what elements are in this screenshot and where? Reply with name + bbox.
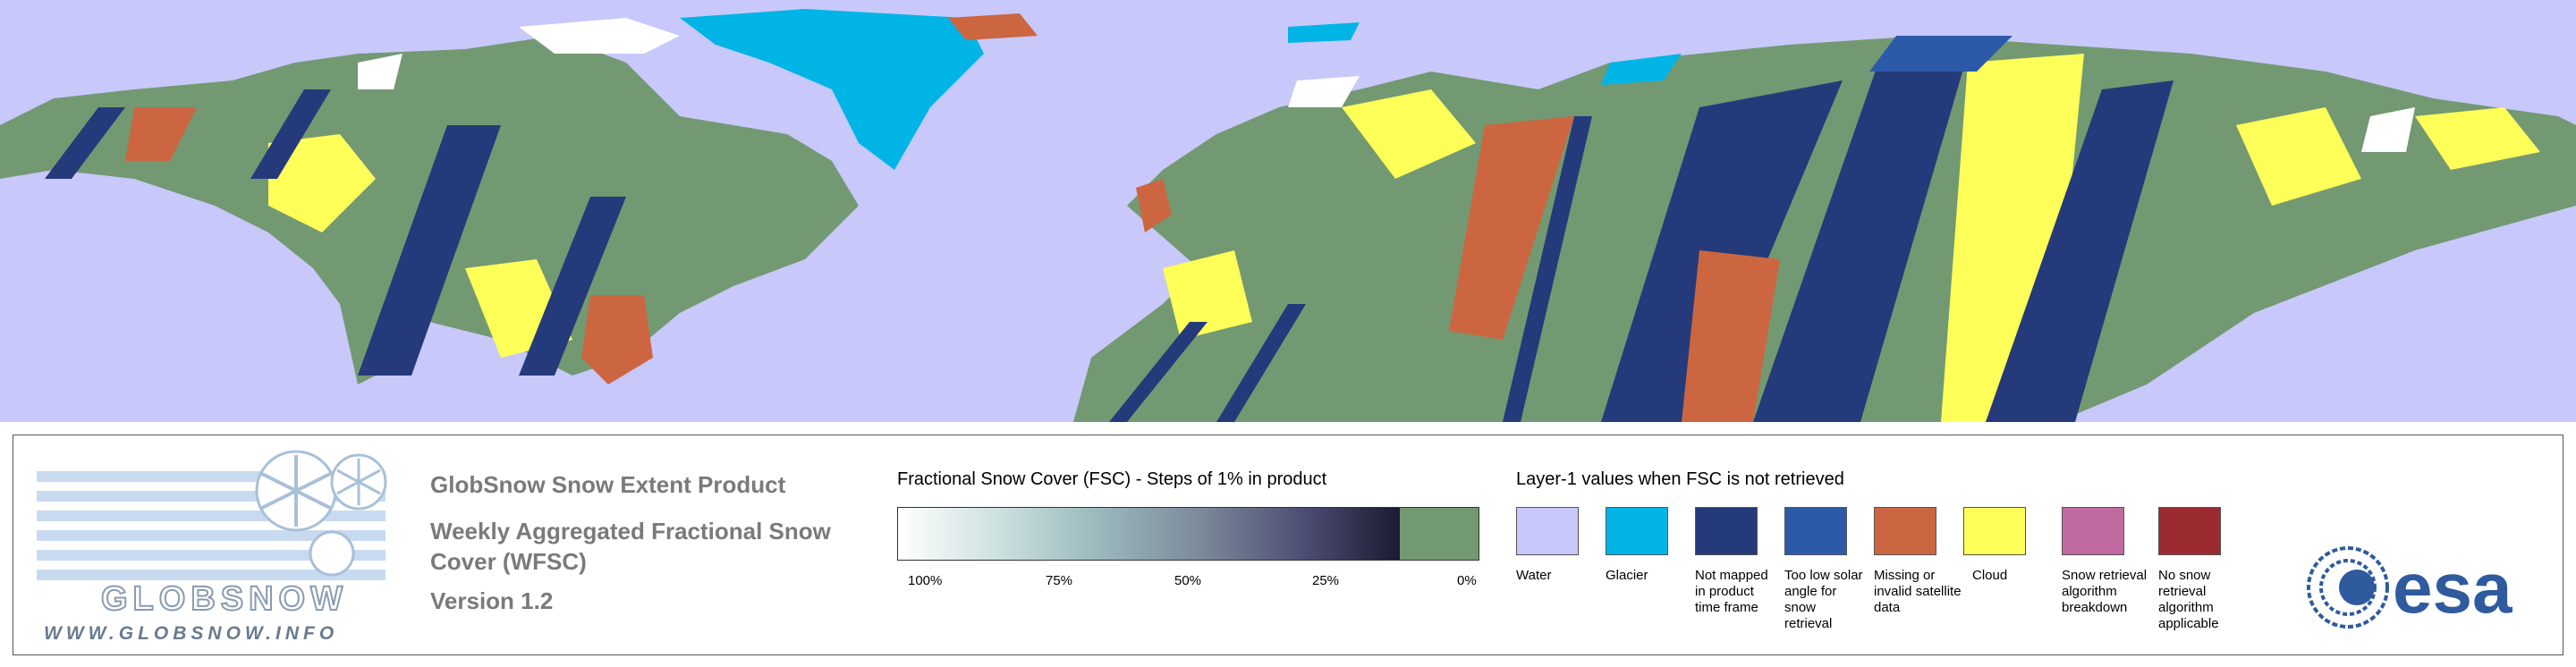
fsc-tick: 25% xyxy=(1312,573,1340,588)
legend-label-not-mapped: Not mapped in product time frame xyxy=(1695,568,1768,615)
layer1-legend-title: Layer-1 values when FSC is not retrieved xyxy=(1516,469,1844,489)
snow-patch xyxy=(358,54,402,89)
not-mapped-swath xyxy=(1601,80,1843,422)
uk xyxy=(1136,179,1172,232)
missing-data-patch xyxy=(581,295,653,384)
snow-patch xyxy=(1288,76,1360,107)
fsc-tick: 0% xyxy=(1457,573,1477,588)
snowflake-stripes-icon xyxy=(37,450,387,580)
legend-label-glacier: Glacier xyxy=(1606,568,1648,583)
arctic-islands xyxy=(519,18,680,54)
esa-wordmark: esa xyxy=(2393,548,2512,628)
not-mapped-swath xyxy=(519,197,626,376)
swatch-no-algorithm xyxy=(2158,507,2221,555)
cloud-patch xyxy=(2236,107,2361,206)
legend-label-algorithm-breakdown: Snow retrieval algorithm breakdown xyxy=(2062,568,2148,615)
swatch-cloud xyxy=(1963,507,2026,555)
swatch-algorithm-breakdown xyxy=(2062,507,2124,555)
cloud-patch xyxy=(2415,107,2540,170)
greenland xyxy=(680,9,984,170)
esa-logo-icon: esa xyxy=(2307,546,2512,629)
cloud-patch xyxy=(1163,250,1252,340)
product-version: Version 1.2 xyxy=(430,587,554,614)
not-mapped-swath xyxy=(1753,54,1968,422)
not-mapped-swath xyxy=(250,89,331,179)
globsnow-logo: GLOBSNOW WWW.GLOBSNOW.INFO xyxy=(37,446,412,645)
fsc-zero-swatch xyxy=(1400,507,1479,561)
fsc-tick: 75% xyxy=(1046,573,1073,588)
cloud-patch xyxy=(268,134,376,232)
not-mapped-swath xyxy=(1216,304,1306,422)
legend-label-water: Water xyxy=(1516,568,1552,583)
fsc-tick: 100% xyxy=(908,573,943,588)
not-mapped-swath xyxy=(1986,80,2174,422)
legend-label-no-algorithm: No snow retrieval algorithm applicable xyxy=(2158,568,2219,631)
snow-cover-map xyxy=(0,0,2576,422)
cloud-patch xyxy=(1342,89,1476,179)
swatch-glacier xyxy=(1606,507,1668,555)
swatch-water xyxy=(1516,507,1579,555)
esa-logo: esa xyxy=(2303,543,2545,632)
legend-label-low-solar: Too low solar angle for snow retrieval xyxy=(1784,568,1863,631)
missing-data-patch xyxy=(1682,250,1780,422)
snow-patch xyxy=(2361,107,2415,152)
fsc-gradient-bar xyxy=(897,507,1402,561)
not-mapped-swath xyxy=(1109,322,1208,422)
swatch-low-solar xyxy=(1784,507,1847,555)
not-mapped-swath xyxy=(45,107,125,179)
fsc-tick: 50% xyxy=(1174,573,1202,588)
map-graphic xyxy=(0,9,2576,422)
legend-panel: GLOBSNOW WWW.GLOBSNOW.INFO GlobSnow Snow… xyxy=(13,435,2563,655)
legend-label-missing: Missing or invalid satellite data xyxy=(1874,568,1962,615)
swatch-not-mapped xyxy=(1695,507,1758,555)
not-mapped-swath xyxy=(358,125,501,376)
missing-data-patch xyxy=(125,107,197,161)
not-mapped-swath xyxy=(1503,116,1592,422)
glacier-patch xyxy=(1288,22,1360,43)
logo-wordmark: GLOBSNOW xyxy=(100,579,348,619)
low-solar-swath xyxy=(1869,36,2012,72)
fsc-legend-title: Fractional Snow Cover (FSC) - Steps of 1… xyxy=(897,469,1327,489)
swatch-missing xyxy=(1874,507,1936,555)
glacier-patch xyxy=(1601,54,1682,85)
legend-label-cloud: Cloud xyxy=(1972,568,2008,583)
product-subtitle: Weekly Aggregated Fractional Snow Cover … xyxy=(430,518,831,575)
north-africa xyxy=(1082,340,1521,422)
missing-data-patch xyxy=(1449,116,1574,340)
product-title: GlobSnow Snow Extent Product xyxy=(430,471,786,498)
logo-url: WWW.GLOBSNOW.INFO xyxy=(44,623,339,644)
missing-data-patch xyxy=(948,13,1038,40)
